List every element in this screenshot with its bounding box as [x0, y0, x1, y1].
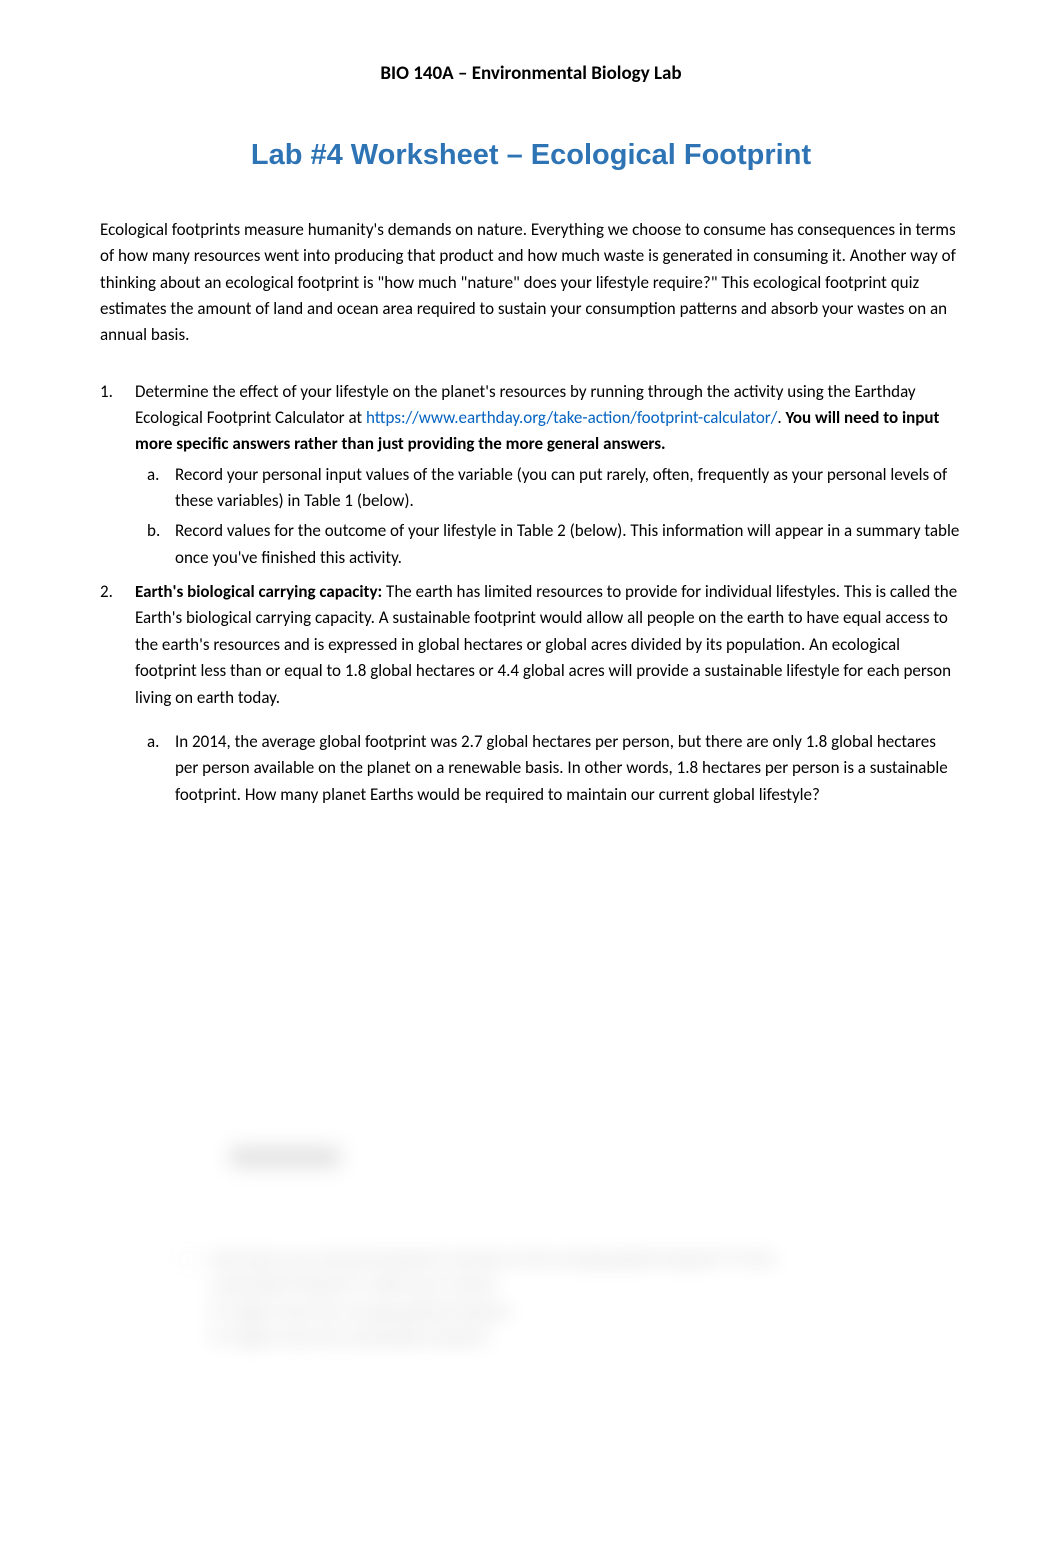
blurred-line-3: It's higher than the average global foot… — [210, 1301, 510, 1322]
intro-paragraph: Ecological footprints measure humanity's… — [100, 217, 962, 349]
q1-sub-b: Record values for the outcome of your li… — [135, 518, 962, 571]
blurred-line-1: How does your personal footprint compare… — [210, 1248, 776, 1269]
question-1: Determine the effect of your lifestyle o… — [100, 379, 962, 571]
q1-sub-a: Record your personal input values of the… — [135, 462, 962, 515]
q2-sub-a: In 2014, the average global footprint wa… — [135, 729, 962, 808]
blurred-bar — [230, 1148, 340, 1166]
lab-title: Lab #4 Worksheet – Ecological Footprint — [100, 134, 962, 178]
blurred-preview-area: How does your personal footprint compare… — [170, 1148, 962, 1351]
blurred-sub-b: How does your personal footprint compare… — [170, 1246, 962, 1351]
course-header: BIO 140A – Environmental Biology Lab — [100, 60, 962, 89]
q2-sub-list: In 2014, the average global footprint wa… — [135, 729, 962, 808]
q1-sub-list: Record your personal input values of the… — [135, 462, 962, 571]
main-question-list: Determine the effect of your lifestyle o… — [100, 379, 962, 808]
blurred-line-2: sustainable footprint? Justify your answ… — [210, 1274, 497, 1295]
blurred-line-4: It's higher than the sustainable footpri… — [210, 1327, 488, 1348]
calculator-link[interactable]: https://www.earthday.org/take-action/foo… — [366, 407, 777, 428]
q2-bold-lead: Earth's biological carrying capacity: — [135, 581, 382, 602]
question-2: Earth's biological carrying capacity: Th… — [100, 579, 962, 808]
